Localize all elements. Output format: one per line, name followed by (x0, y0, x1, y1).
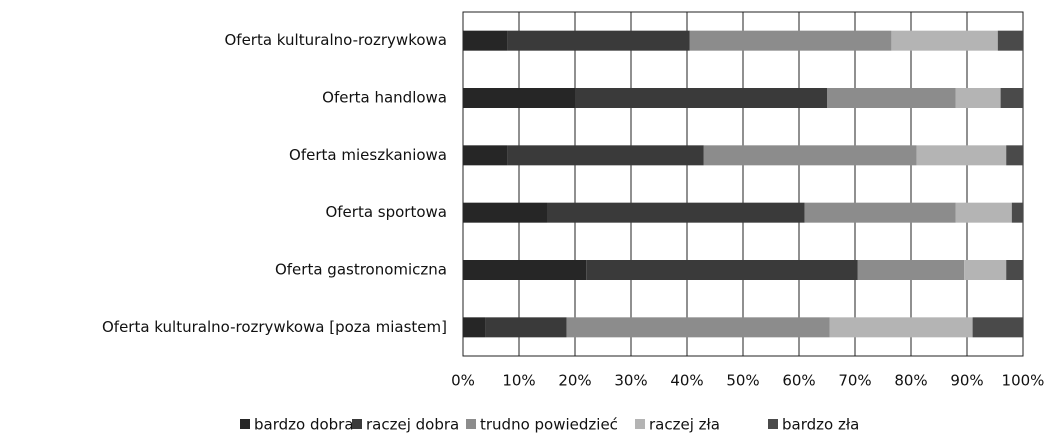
legend-swatch (466, 419, 476, 429)
legend-label: bardzo dobra (254, 416, 354, 434)
bar-segment (1000, 88, 1023, 108)
x-tick-label: 60% (782, 372, 815, 390)
legend-swatch (635, 419, 645, 429)
bar-segment (1006, 260, 1023, 280)
bar-segment (463, 88, 575, 108)
x-tick-label: 0% (451, 372, 475, 390)
x-tick-label: 90% (950, 372, 983, 390)
bar-segment (891, 30, 998, 51)
legend-swatch (240, 419, 250, 429)
bar-segment (997, 30, 1023, 51)
y-tick-label: Oferta sportowa (325, 203, 447, 221)
legend-swatch (768, 419, 778, 429)
bar-segment (964, 260, 1007, 280)
legend-label: trudno powiedzieć (480, 416, 618, 434)
bar-segment (485, 317, 567, 338)
bar-segment (507, 30, 690, 51)
bar-segment (955, 202, 1012, 223)
x-tick-label: 70% (838, 372, 871, 390)
y-tick-label: Oferta mieszkaniowa (289, 146, 447, 164)
x-tick-label: 80% (894, 372, 927, 390)
y-tick-label: Oferta kulturalno-rozrywkowa [poza miast… (102, 318, 447, 336)
bar-segment (829, 317, 973, 338)
bar-segment (689, 30, 892, 51)
bar-segment (463, 145, 508, 166)
bar-segment (566, 317, 830, 338)
bar-segment (1011, 202, 1023, 223)
x-tick-label: 100% (1002, 372, 1045, 390)
x-tick-label: 30% (614, 372, 647, 390)
bar-segment (857, 260, 965, 280)
bar-segment (972, 317, 1023, 338)
x-tick-label: 50% (726, 372, 759, 390)
bar-segment (916, 145, 1007, 166)
legend-swatch (352, 419, 362, 429)
bar-segment (827, 88, 956, 108)
bar-segment (575, 88, 827, 108)
x-tick-label: 20% (558, 372, 591, 390)
bar-segment (955, 88, 1001, 108)
y-tick-label: Oferta kulturalno-rozrywkowa (224, 31, 447, 49)
bar-segment (463, 202, 547, 223)
y-tick-label: Oferta handlowa (322, 89, 447, 107)
legend-label: raczej zła (649, 416, 720, 434)
x-tick-label: 10% (502, 372, 535, 390)
bar-segment (463, 317, 486, 338)
bar-segment (703, 145, 917, 166)
legend-label: raczej dobra (366, 416, 459, 434)
bar-segment (463, 30, 508, 51)
bar-segment (586, 260, 858, 280)
bar-segment (463, 260, 587, 280)
bar-segment (804, 202, 956, 223)
bar-segment (507, 145, 704, 166)
legend-label: bardzo zła (782, 416, 859, 434)
x-tick-label: 40% (670, 372, 703, 390)
bar-segment (1006, 145, 1023, 166)
bar-segment (547, 202, 805, 223)
y-tick-label: Oferta gastronomiczna (275, 261, 447, 279)
